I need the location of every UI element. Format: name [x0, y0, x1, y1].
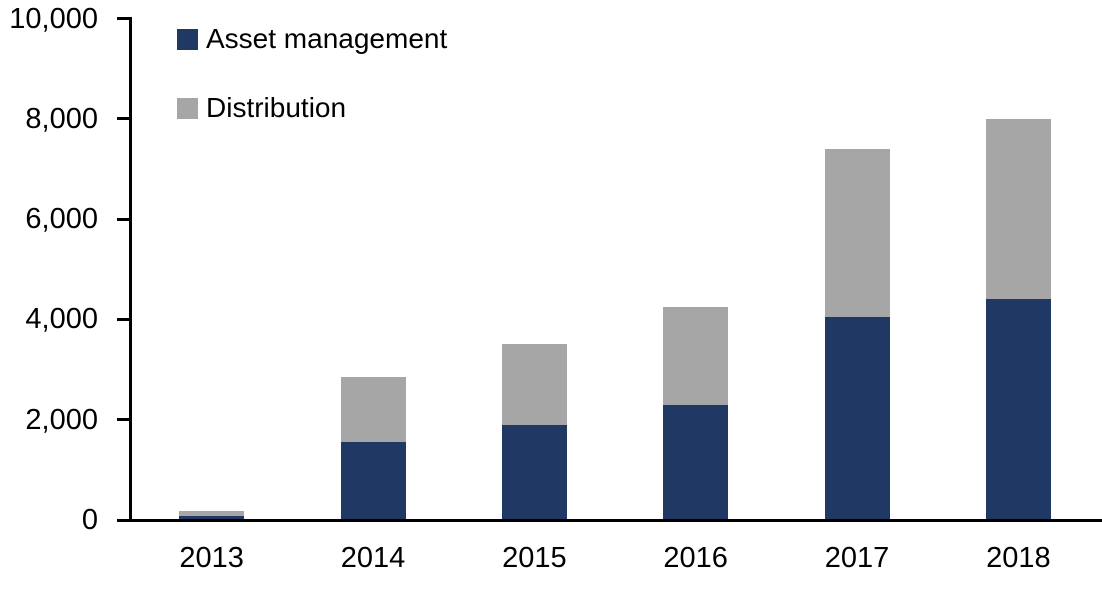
bar-segment-distribution-2016	[663, 306, 729, 405]
bar-segment-asset-management-2013	[179, 515, 245, 520]
bar-segment-asset-management-2015	[501, 424, 567, 520]
bar-segment-asset-management-2018	[985, 299, 1051, 520]
bar-segment-asset-management-2016	[663, 404, 729, 520]
y-tick-mark	[117, 217, 130, 221]
y-tick-mark	[117, 117, 130, 121]
legend-item-distribution: Distribution	[177, 91, 447, 125]
x-tick-label-2014: 2014	[340, 542, 406, 574]
y-tick-label: 10,000	[9, 2, 98, 35]
bar-segment-distribution-2017	[824, 148, 890, 317]
x-tick-label-2016: 2016	[663, 542, 728, 574]
y-tick-label: 4,000	[25, 303, 98, 336]
bar-segment-distribution-2014	[340, 377, 406, 443]
legend: Asset management Distribution	[177, 22, 447, 160]
y-tick-mark	[117, 17, 130, 20]
legend-label: Distribution	[206, 92, 347, 123]
bar-segment-asset-management-2017	[824, 316, 890, 520]
x-tick-label-2017: 2017	[824, 542, 890, 574]
y-tick-label: 6,000	[25, 203, 98, 236]
legend-swatch-icon	[177, 28, 198, 50]
bar-segment-distribution-2013	[179, 510, 245, 516]
y-tick-label: 8,000	[25, 102, 98, 135]
y-tick-label: 0	[81, 504, 98, 536]
y-tick-label: 2,000	[25, 403, 98, 436]
legend-label: Asset management	[206, 23, 448, 54]
x-tick-label-2018: 2018	[986, 542, 1051, 574]
y-tick-mark	[117, 317, 130, 321]
y-tick-mark	[117, 418, 130, 422]
legend-swatch-icon	[177, 97, 198, 119]
bar-segment-distribution-2015	[501, 344, 567, 425]
x-tick-label-2015: 2015	[502, 542, 567, 574]
legend-item-asset-management: Asset management	[177, 22, 447, 56]
y-axis-line	[129, 17, 132, 522]
bar-segment-asset-management-2014	[340, 442, 406, 520]
bar-segment-distribution-2018	[985, 118, 1051, 300]
x-axis-line	[117, 519, 1102, 522]
x-tick-label-2013: 2013	[179, 542, 244, 574]
